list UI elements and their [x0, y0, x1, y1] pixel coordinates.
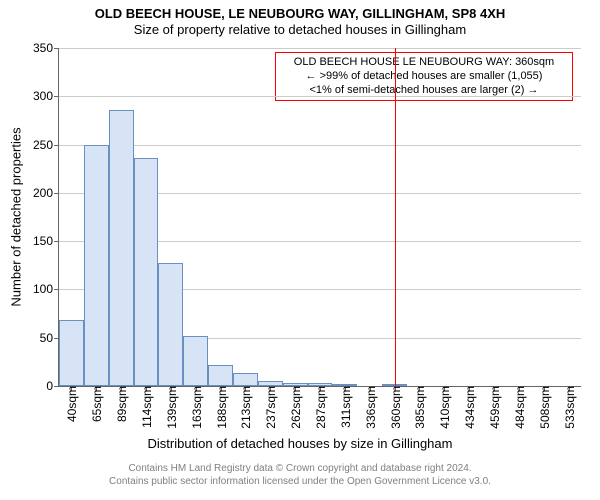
marker-line [395, 48, 396, 386]
ytick-label: 200 [33, 186, 59, 200]
xtick-label: 65sqm [88, 386, 104, 422]
y-axis-label: Number of detached properties [9, 127, 24, 306]
xtick-label: 114sqm [138, 386, 154, 428]
xtick-label: 163sqm [188, 386, 204, 429]
plot-area: OLD BEECH HOUSE LE NEUBOURG WAY: 360sqm←… [58, 48, 581, 387]
attribution-footer: Contains HM Land Registry data © Crown c… [0, 463, 600, 488]
xtick-label: 385sqm [411, 386, 427, 429]
xtick-label: 336sqm [362, 386, 378, 429]
ytick-label: 250 [33, 138, 59, 152]
histogram-bar [183, 336, 208, 386]
histogram-bar [134, 158, 159, 386]
xtick-label: 311sqm [337, 386, 353, 428]
ytick-label: 100 [33, 282, 59, 296]
histogram-bar [233, 373, 258, 386]
gridline [59, 96, 581, 97]
marker-annotation: OLD BEECH HOUSE LE NEUBOURG WAY: 360sqm←… [275, 52, 573, 101]
xtick-label: 360sqm [387, 386, 403, 429]
ytick-label: 0 [46, 379, 59, 393]
xtick-label: 434sqm [461, 386, 477, 429]
ytick-label: 350 [33, 41, 59, 55]
xtick-label: 533sqm [561, 386, 577, 429]
annotation-line: <1% of semi-detached houses are larger (… [281, 84, 567, 98]
chart-title: OLD BEECH HOUSE, LE NEUBOURG WAY, GILLIN… [0, 0, 600, 21]
annotation-line: OLD BEECH HOUSE LE NEUBOURG WAY: 360sqm [281, 56, 567, 70]
histogram-bar [208, 365, 233, 386]
chart-subtitle: Size of property relative to detached ho… [0, 21, 600, 37]
xtick-label: 89sqm [113, 386, 129, 422]
xtick-label: 188sqm [213, 386, 229, 429]
ytick-label: 150 [33, 234, 59, 248]
footer-line: Contains HM Land Registry data © Crown c… [0, 463, 600, 476]
annotation-line: ← >99% of detached houses are smaller (1… [281, 70, 567, 84]
xtick-label: 484sqm [511, 386, 527, 429]
ytick-label: 50 [40, 331, 59, 345]
gridline [59, 48, 581, 49]
xtick-label: 139sqm [163, 386, 179, 429]
xtick-label: 213sqm [237, 386, 253, 429]
histogram-bar [84, 145, 109, 386]
xtick-label: 459sqm [486, 386, 502, 429]
xtick-label: 508sqm [536, 386, 552, 429]
xtick-label: 287sqm [312, 386, 328, 429]
footer-line: Contains public sector information licen… [0, 476, 600, 489]
xtick-label: 237sqm [262, 386, 278, 429]
ytick-label: 300 [33, 89, 59, 103]
xtick-label: 40sqm [63, 386, 79, 422]
xtick-label: 262sqm [287, 386, 303, 429]
gridline [59, 145, 581, 146]
histogram-bar [158, 263, 183, 386]
histogram-bar [59, 320, 84, 386]
histogram-bar [109, 110, 134, 386]
histogram-chart: OLD BEECH HOUSE, LE NEUBOURG WAY, GILLIN… [0, 0, 600, 500]
xtick-label: 410sqm [436, 386, 452, 429]
x-axis-label: Distribution of detached houses by size … [148, 436, 453, 451]
